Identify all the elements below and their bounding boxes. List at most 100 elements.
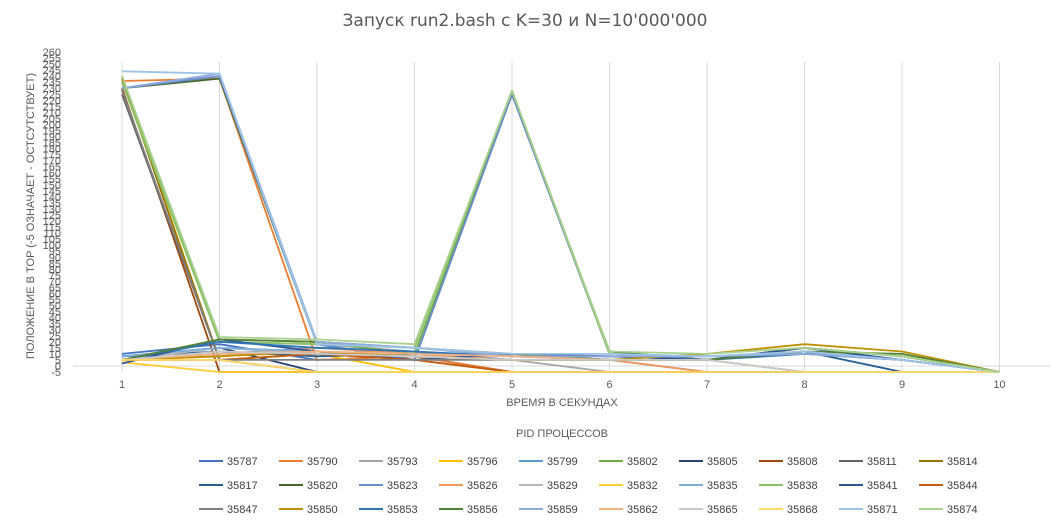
legend-label: 35808 [787,456,818,468]
legend-label: 35841 [867,480,898,492]
x-tick-label: 10 [993,379,1005,391]
legend-item: 35853 [359,504,418,516]
y-tick-label: 200 [43,119,61,131]
y-tick-label: 95 [49,246,61,258]
legend-label: 35823 [387,480,418,492]
x-tick-label: 1 [119,379,125,391]
legend-item: 35823 [359,480,418,492]
y-tick-label: -5 [51,367,61,379]
legend-label: 35811 [867,456,897,468]
y-tick-label: 165 [43,162,61,174]
legend-item: 35808 [759,456,818,468]
legend-label: 35820 [307,480,338,492]
y-tick-label: 60 [49,289,61,301]
y-tick-label: 215 [43,101,61,113]
y-tick-label: 25 [49,331,61,343]
x-tick-label: 7 [704,379,710,391]
y-tick-label: 70 [49,276,61,288]
legend-label: 35862 [627,504,658,516]
legend-item: 35805 [679,456,738,468]
x-tick-label: 2 [216,379,222,391]
x-axis-title: ВРЕМЯ В СЕКУНДАХ [506,397,618,409]
y-tick-label: 185 [43,138,61,150]
legend-label: 35802 [627,456,658,468]
x-tick-label: 8 [801,379,807,391]
legend-label: 35790 [307,456,338,468]
y-tick-label: 175 [43,150,61,162]
y-tick-label: 160 [43,168,61,180]
y-tick-label: 245 [43,65,61,77]
y-tick-label: 5 [55,355,61,367]
legend-item: 35838 [759,480,818,492]
chart-title: Запуск run2.bash с K=30 и N=10'000'000 [343,11,708,31]
legend-label: 35829 [547,480,578,492]
x-tick-label: 9 [899,379,905,391]
legend-label: 35868 [787,504,818,516]
y-tick-label: 65 [49,282,61,294]
y-tick-label: 35 [49,319,61,331]
legend-item: 35856 [439,504,498,516]
y-tick-label: 205 [43,113,61,125]
y-tick-label: 130 [43,204,61,216]
legend-label: 35874 [947,504,978,516]
legend-label: 35865 [707,504,738,516]
legend-item: 35820 [279,480,338,492]
y-tick-label: 225 [43,89,61,101]
legend-label: 35838 [787,480,818,492]
y-tick-label: 170 [43,156,61,168]
series-line-35874 [121,75,1000,373]
legend-label: 35844 [947,480,978,492]
y-tick-label: 30 [49,325,61,337]
legend-item: 35850 [279,504,338,516]
legend-label: 35814 [947,456,978,468]
legend-title: PID ПРОЦЕССОВ [516,428,608,440]
legend-item: 35826 [439,480,498,492]
y-tick-label: 45 [49,307,61,319]
y-tick-label: 105 [43,234,61,246]
y-tick-label: 155 [43,174,61,186]
legend: 35787 35790 35793 35796 35799 35802 35805 35808… [199,456,978,516]
legend-label: 35859 [547,504,578,516]
y-tick-label: 145 [43,186,61,198]
legend-label: 35871 [867,504,898,516]
y-tick-label: 230 [43,83,61,95]
y-tick-label: 15 [49,343,61,355]
y-tick-label: 115 [43,222,61,234]
y-axis-title: ПОЛОЖЕНИЕ В TOP (-5 ОЗНАЧАЕТ - ОСТСУТСТВ… [25,73,37,359]
series-line-35808 [121,87,1000,373]
y-tick-label: 20 [49,337,61,349]
y-tick-label: 50 [49,301,61,313]
series-line-35847 [121,90,1000,373]
legend-item: 35868 [759,504,818,516]
y-tick-label: 220 [43,95,61,107]
legend-item: 35862 [599,504,658,516]
legend-label: 35850 [307,504,338,516]
x-axis-ticks: 1 2 3 4 5 6 7 8 9 10 [119,379,1006,391]
legend-item: 35799 [519,456,578,468]
y-tick-label: 10 [49,349,61,361]
legend-item: 35865 [679,504,738,516]
legend-item: 35817 [199,480,258,492]
y-tick-label: 100 [43,240,61,252]
y-tick-label: 255 [43,53,61,65]
series-line-35868 [122,358,1000,373]
y-tick-label: 135 [43,198,61,210]
y-tick-label: 235 [43,77,61,89]
y-tick-label: 0 [55,361,61,373]
series-lines [121,70,1000,373]
y-tick-label: 110 [43,228,61,240]
y-tick-label: 80 [49,264,61,276]
series-line-35838 [121,81,1000,373]
y-tick-label: 195 [43,125,61,137]
y-tick-label: 260 [43,47,61,59]
legend-item: 35871 [839,504,898,516]
x-tick-label: 3 [314,379,320,391]
legend-item: 35829 [519,480,578,492]
series-line-35811 [121,93,1000,373]
legend-item: 35841 [839,480,898,492]
y-tick-label: 210 [43,107,61,119]
legend-label: 35793 [387,456,418,468]
y-axis-ticks: -505101520253035404550556065707580859095… [43,47,61,379]
legend-label: 35817 [227,480,258,492]
y-tick-label: 190 [43,132,61,144]
